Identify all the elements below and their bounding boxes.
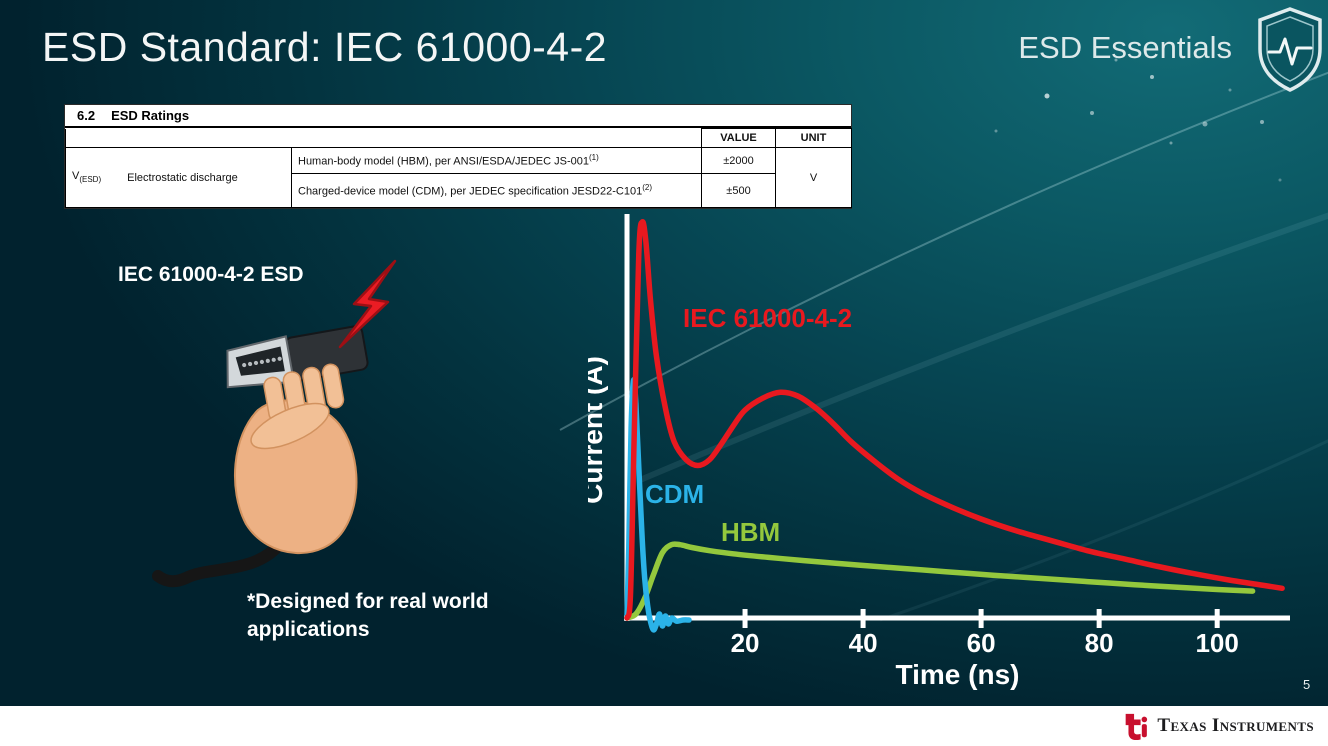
- parameter-cell: V(ESD) Electrostatic discharge: [65, 147, 292, 208]
- lightning-bolt-icon: [338, 259, 397, 349]
- thumb: [250, 402, 330, 450]
- brand-title: ESD Essentials: [1018, 30, 1232, 65]
- ti-logo-text: Texas Instruments: [1157, 715, 1314, 736]
- parameter-symbol: V(ESD): [72, 170, 102, 185]
- parameter-name: Electrostatic discharge: [127, 171, 238, 184]
- section-title: ESD Ratings: [111, 108, 190, 123]
- ti-bug-icon: [1126, 713, 1148, 740]
- x-tick-label: 60: [967, 628, 996, 658]
- esd-shield-icon: [1254, 6, 1326, 99]
- hbm-value-cell: ±2000: [701, 147, 776, 174]
- y-axis-title: Current (A): [588, 356, 608, 504]
- hbm-description-cell: Human-body model (HBM), per ANSI/ESDA/JE…: [291, 147, 702, 174]
- illustration-label: IEC 61000-4-2 ESD: [118, 263, 304, 286]
- section-number: 6.2: [77, 108, 96, 123]
- ratings-table: VALUE UNIT V(ESD) Electrostatic discharg…: [65, 128, 852, 208]
- footnote: *Designed for real world applications: [247, 590, 489, 642]
- header-blank-cell: [65, 128, 702, 148]
- unit-header: UNIT: [775, 128, 852, 148]
- hand-connector-illustration: [140, 248, 430, 598]
- page-number: 5: [1303, 677, 1311, 692]
- cdm-description-cell: Charged-device model (CDM), per JEDEC sp…: [291, 173, 702, 208]
- esd-waveform-chart: 20 40 60 80 100 Time (ns) Current (A): [577, 200, 1298, 700]
- cable: [152, 540, 284, 588]
- x-tick-label: 40: [849, 628, 878, 658]
- ti-logo: Texas Instruments: [1121, 712, 1314, 740]
- x-tick-label: 80: [1085, 628, 1114, 658]
- x-tick-label: 20: [731, 628, 760, 658]
- hand-icon: [233, 363, 358, 554]
- series-label-iec: IEC 61000-4-2: [683, 303, 853, 333]
- esd-ratings-table-panel: 6.2 ESD Ratings VALUE UNIT V(ESD) Electr…: [64, 104, 852, 209]
- series-label-cdm: CDM: [645, 479, 705, 509]
- chart-canvas: 20 40 60 80 100 Time (ns) Current (A): [577, 214, 1290, 690]
- value-header: VALUE: [701, 128, 776, 148]
- cdm-value-cell: ±500: [701, 173, 776, 208]
- slide-title: ESD Standard: IEC 61000-4-2: [42, 24, 608, 70]
- footer-bar: Texas Instruments: [0, 706, 1328, 746]
- unit-cell: V: [775, 147, 852, 208]
- series-label-hbm: HBM: [721, 517, 781, 547]
- series-line-hbm: [624, 541, 1256, 621]
- series-line-iec-61000-4-2: [624, 218, 1285, 621]
- x-axis-title: Time (ns): [896, 659, 1020, 690]
- x-tick-label: 100: [1195, 628, 1238, 658]
- ratings-heading: 6.2 ESD Ratings: [65, 105, 851, 128]
